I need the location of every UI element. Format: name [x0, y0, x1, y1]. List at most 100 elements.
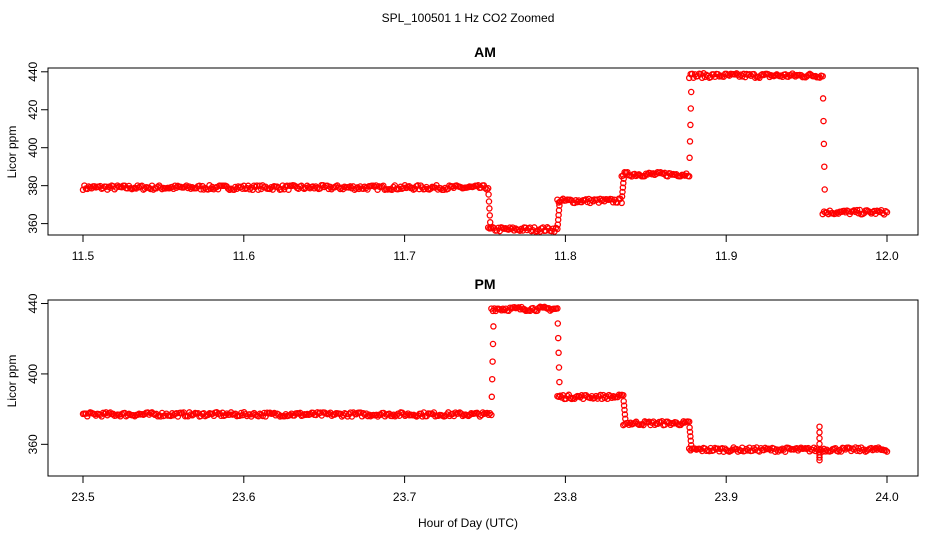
data-point — [819, 72, 826, 80]
x-tick-label: 23.7 — [393, 490, 417, 504]
data-point — [620, 402, 628, 409]
data-point — [226, 186, 233, 194]
data-point — [393, 412, 400, 419]
data-point — [687, 441, 695, 449]
data-point — [535, 304, 542, 312]
data-point — [555, 349, 562, 357]
data-point — [687, 105, 695, 112]
data-point — [687, 121, 694, 129]
data-point — [816, 429, 823, 436]
am-panel-title: AM — [474, 44, 496, 60]
data-point — [147, 185, 154, 193]
x-tick-label: 11.8 — [554, 249, 577, 263]
data-point — [490, 323, 497, 330]
data-point — [687, 433, 694, 440]
y-tick-label: 440 — [26, 293, 40, 313]
x-tick-label: 11.5 — [72, 249, 95, 263]
am-y-axis-label: Licor ppm — [5, 126, 19, 179]
data-point — [820, 140, 828, 148]
data-point — [488, 375, 496, 383]
data-point — [618, 199, 625, 207]
data-point — [620, 175, 627, 182]
data-point — [452, 409, 459, 416]
data-point — [347, 409, 354, 416]
x-axis-label: Hour of Day (UTC) — [418, 516, 518, 530]
data-point — [400, 410, 407, 418]
data-point — [746, 70, 753, 78]
data-point — [364, 412, 372, 420]
data-point — [670, 420, 677, 427]
y-tick-label: 380 — [26, 175, 40, 195]
data-point — [200, 186, 207, 193]
data-point — [685, 418, 693, 425]
data-point — [620, 391, 627, 399]
data-point — [597, 391, 604, 399]
data-point — [816, 454, 823, 461]
pm-panel: PM 23.5 23.6 23.7 23.8 23.9 24.0 360 400 440 Lic… — [5, 276, 919, 504]
data-point — [821, 186, 828, 193]
data-point — [556, 202, 563, 209]
y-tick-label: 360 — [26, 434, 40, 454]
data-point — [554, 334, 562, 342]
data-point — [620, 397, 627, 405]
data-point — [621, 411, 629, 418]
data-point — [486, 219, 494, 226]
data-point — [651, 421, 659, 429]
data-point — [816, 456, 823, 464]
data-point — [279, 182, 286, 189]
data-point — [554, 320, 562, 327]
data-point — [222, 411, 229, 419]
data-point — [157, 413, 164, 420]
data-point — [388, 412, 396, 420]
data-point — [501, 306, 508, 314]
data-point — [686, 154, 693, 162]
data-point — [686, 138, 694, 145]
data-point — [360, 410, 367, 417]
data-point — [419, 413, 426, 420]
data-point — [819, 95, 827, 102]
data-point — [620, 179, 627, 187]
data-point — [619, 184, 627, 191]
data-point — [883, 448, 891, 455]
data-point — [486, 212, 494, 219]
data-point — [820, 117, 827, 125]
data-point — [687, 88, 695, 96]
data-point — [196, 182, 203, 190]
data-point — [485, 411, 492, 419]
data-point — [840, 207, 848, 215]
x-tick-label: 11.9 — [715, 249, 738, 263]
data-point — [866, 208, 874, 216]
data-point — [883, 208, 891, 216]
data-point — [354, 184, 361, 191]
data-point — [816, 434, 823, 442]
data-point — [610, 393, 617, 400]
data-point — [554, 225, 561, 233]
data-point — [833, 209, 841, 216]
data-point — [622, 415, 629, 423]
x-tick-label: 23.9 — [715, 490, 739, 504]
data-point — [506, 224, 514, 231]
data-point — [170, 185, 177, 193]
data-point — [224, 185, 232, 192]
data-point — [488, 393, 496, 401]
data-point — [766, 445, 773, 453]
x-tick-label: 23.5 — [71, 490, 95, 504]
x-tick-label: 11.7 — [393, 249, 416, 263]
data-point — [770, 445, 778, 452]
data-point — [373, 411, 380, 419]
data-point — [574, 198, 581, 206]
data-point — [608, 195, 615, 203]
data-point — [485, 198, 493, 205]
x-tick-label: 12.0 — [875, 249, 899, 263]
data-point — [621, 406, 628, 414]
pm-plot-frame — [47, 299, 919, 477]
y-tick-label: 440 — [26, 61, 40, 81]
x-tick-label: 11.6 — [233, 249, 256, 263]
data-point — [618, 193, 626, 200]
data-point — [485, 191, 492, 198]
am-axis-ticks: 11.5 11.6 11.7 11.8 11.9 12.0 360 380 400 420 440 — [26, 61, 899, 263]
data-point — [204, 411, 212, 419]
data-point — [286, 411, 294, 419]
y-tick-label: 420 — [26, 99, 40, 119]
